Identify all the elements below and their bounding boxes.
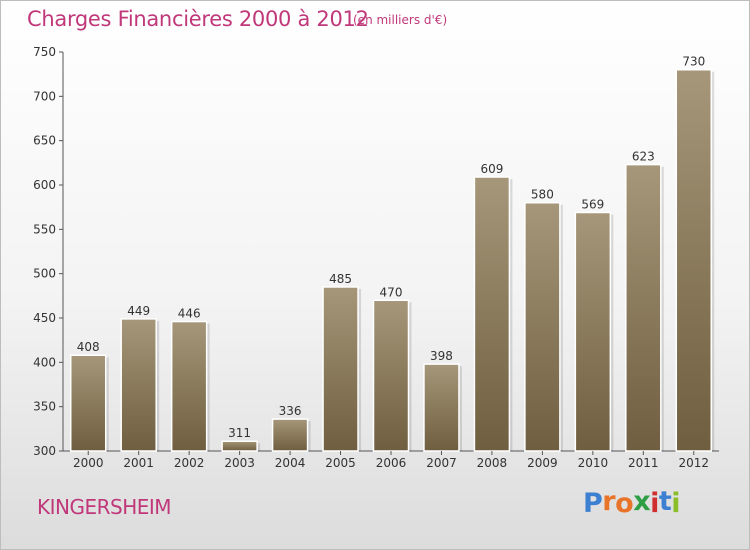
x-tick-label: 2000 bbox=[73, 456, 104, 470]
proxiti-logo: Proxiti bbox=[583, 486, 681, 519]
bar-2006 bbox=[372, 299, 410, 452]
bar-2001 bbox=[120, 318, 157, 452]
bar-2012 bbox=[675, 68, 713, 452]
x-tick-label: 2003 bbox=[224, 456, 255, 470]
y-tick-label: 650 bbox=[33, 134, 56, 148]
bar-2000 bbox=[69, 354, 107, 452]
x-tick-label: 2006 bbox=[376, 456, 407, 470]
logo-letter: i bbox=[671, 488, 681, 519]
logo-letter: i bbox=[650, 488, 659, 519]
x-tick-label: 2005 bbox=[325, 456, 356, 470]
y-tick-label: 550 bbox=[33, 222, 56, 236]
y-tick-label: 450 bbox=[33, 311, 56, 325]
bar-2003 bbox=[221, 440, 258, 452]
logo-letter: o bbox=[615, 488, 634, 519]
x-tick-label: 2001 bbox=[123, 456, 154, 470]
chart-subtitle: (en milliers d'€) bbox=[353, 13, 448, 27]
x-tick-label: 2011 bbox=[628, 456, 659, 470]
y-tick-label: 300 bbox=[33, 444, 56, 458]
logo-letter: x bbox=[633, 486, 651, 517]
chart-title: Charges Financières 2000 à 2012 bbox=[27, 7, 369, 31]
bar-value-label: 485 bbox=[329, 272, 352, 286]
logo-letter: P bbox=[583, 488, 603, 519]
bar-2008 bbox=[473, 176, 511, 452]
bar-2005 bbox=[322, 286, 359, 452]
bar-value-label: 336 bbox=[279, 404, 302, 418]
y-tick-label: 750 bbox=[33, 45, 56, 59]
bar-value-label: 446 bbox=[178, 307, 201, 321]
y-tick-label: 600 bbox=[33, 178, 56, 192]
y-tick-label: 350 bbox=[33, 400, 56, 414]
bar-2011 bbox=[625, 163, 662, 452]
bar-value-label: 730 bbox=[682, 55, 705, 69]
bar-2002 bbox=[170, 320, 208, 452]
bar-2004 bbox=[271, 418, 309, 452]
x-tick-label: 2004 bbox=[275, 456, 306, 470]
bar-value-label: 408 bbox=[77, 340, 100, 354]
bar-2009 bbox=[524, 201, 561, 452]
y-tick-label: 500 bbox=[33, 267, 56, 281]
bar-value-label: 623 bbox=[632, 150, 655, 164]
y-tick-label: 400 bbox=[33, 355, 56, 369]
x-tick-label: 2010 bbox=[578, 456, 609, 470]
commune-name: KINGERSHEIM bbox=[37, 495, 172, 519]
x-tick-label: 2007 bbox=[426, 456, 457, 470]
y-tick-label: 700 bbox=[33, 89, 56, 103]
bar-2010 bbox=[574, 211, 612, 452]
bar-value-label: 470 bbox=[380, 285, 403, 299]
x-tick-label: 2012 bbox=[678, 456, 709, 470]
bar-value-label: 609 bbox=[480, 162, 503, 176]
bar-value-label: 580 bbox=[531, 188, 554, 202]
x-tick-label: 2008 bbox=[477, 456, 508, 470]
bar-2007 bbox=[423, 363, 460, 452]
x-tick-label: 2002 bbox=[174, 456, 205, 470]
logo-letter: r bbox=[602, 486, 616, 517]
bar-value-label: 569 bbox=[581, 197, 604, 211]
logo-letter: t bbox=[658, 486, 672, 517]
bar-value-label: 449 bbox=[127, 304, 150, 318]
x-tick-label: 2009 bbox=[527, 456, 558, 470]
bar-value-label: 398 bbox=[430, 349, 453, 363]
bar-value-label: 311 bbox=[228, 426, 251, 440]
